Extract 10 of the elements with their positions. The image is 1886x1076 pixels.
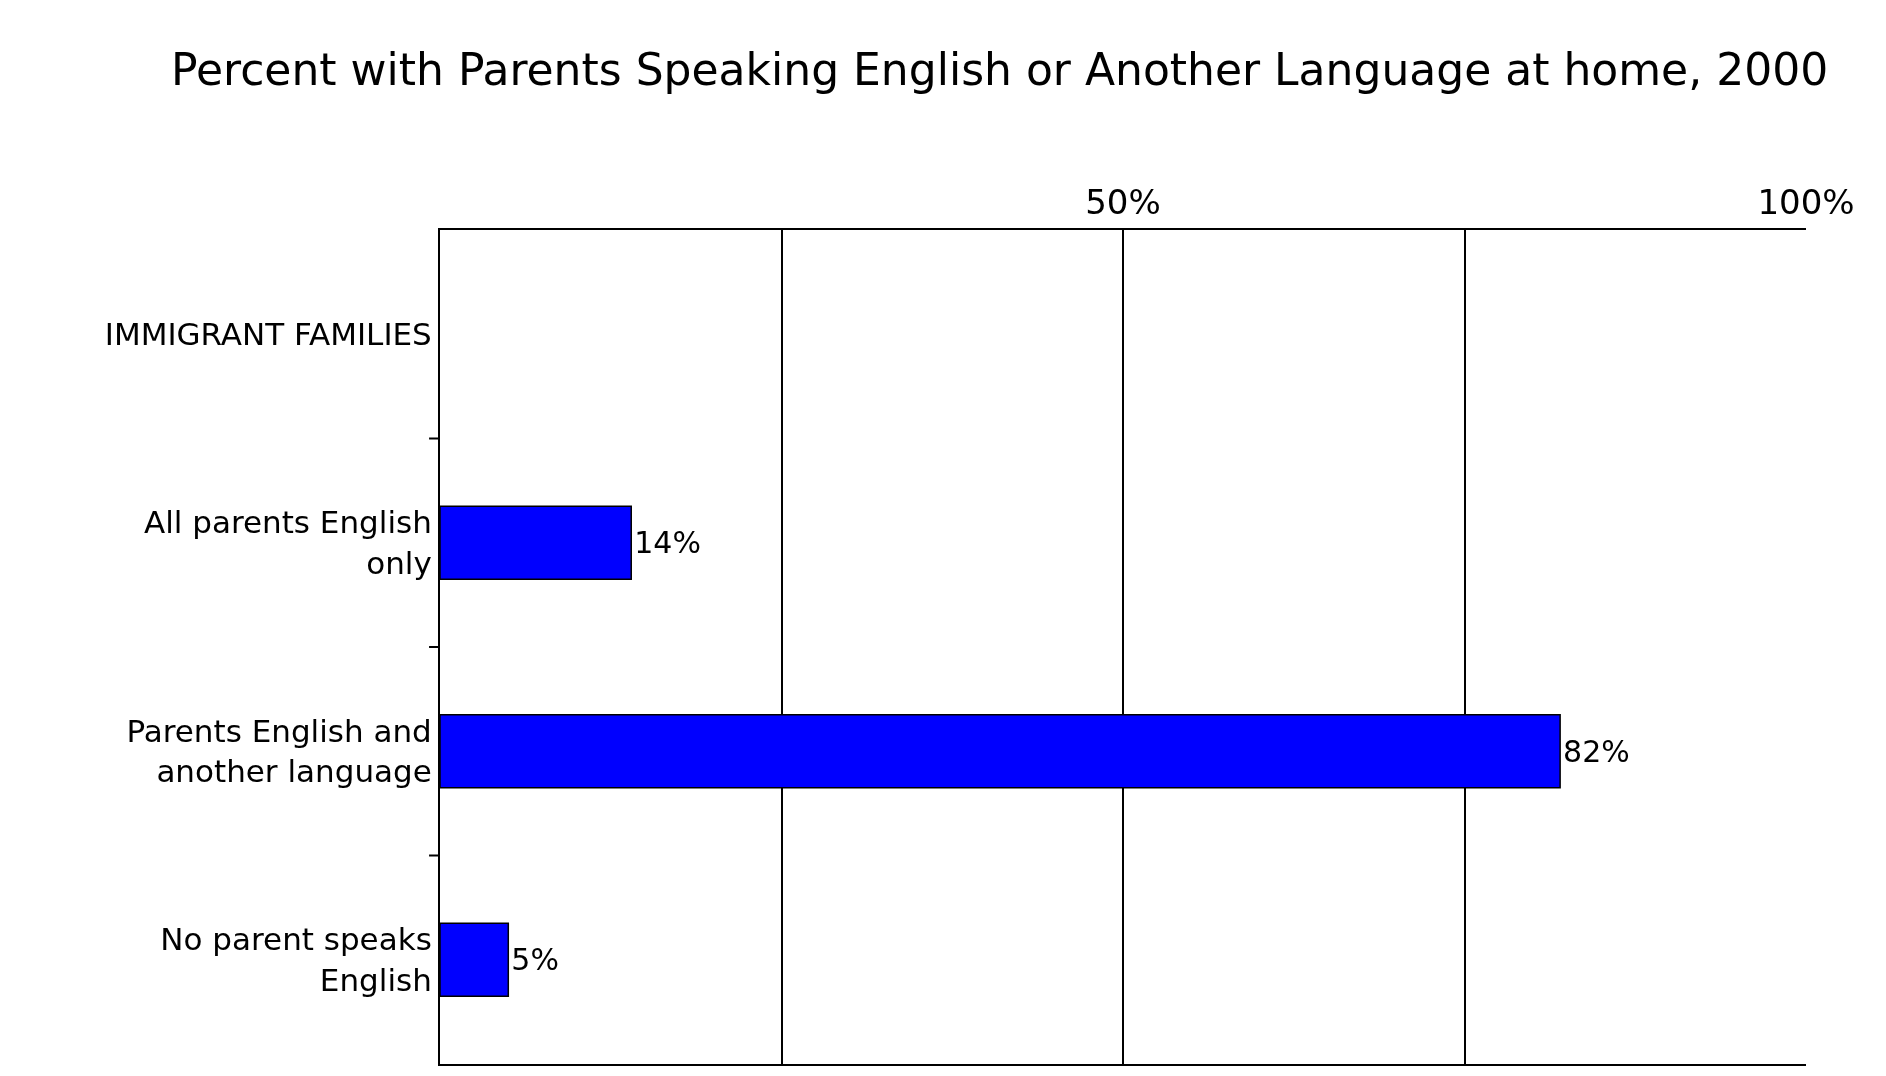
y-tick-label: No parent speaks English bbox=[160, 921, 432, 998]
chart-title: Percent with Parents Speaking English or Another Language at home, 2000 bbox=[171, 43, 1829, 95]
data-label: 82% bbox=[1563, 733, 1630, 769]
x-tick-label: 50% bbox=[1085, 182, 1161, 223]
data-label: 5% bbox=[511, 942, 559, 978]
y-tick-label: IMMIGRANT FAMILIES bbox=[104, 316, 432, 353]
y-tick-label: Parents English and another language bbox=[126, 712, 432, 790]
data-label: 14% bbox=[634, 525, 701, 561]
y-tick-label: All parents English only bbox=[143, 504, 432, 581]
x-tick-label: 100% bbox=[1757, 182, 1855, 223]
